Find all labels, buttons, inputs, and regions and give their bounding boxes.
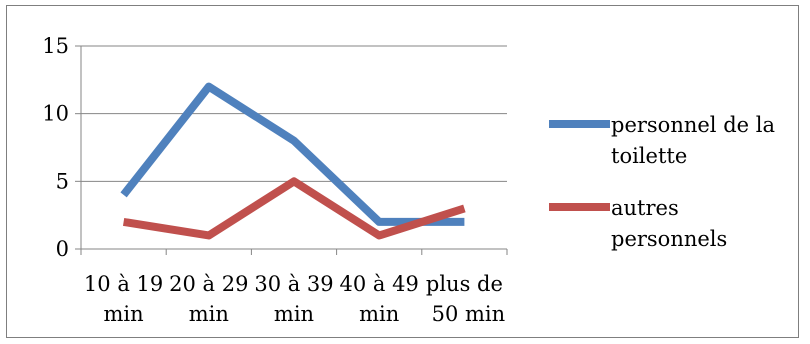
- series-line-2: [122, 177, 466, 240]
- y-tick-labels: 0 5 10 15: [42, 34, 69, 261]
- legend-label-2: autres personnels: [611, 196, 727, 251]
- x-tick-label: 40 à 49 min: [340, 272, 419, 326]
- x-tick-label: 10 à 19 min: [84, 272, 163, 326]
- y-tick-label: 5: [56, 169, 69, 193]
- series-line-1: [120, 82, 465, 226]
- legend-label-1: personnel de la toilette: [611, 113, 775, 168]
- axes: [75, 45, 508, 255]
- series-lines: [120, 82, 466, 240]
- y-tick-label: 15: [42, 34, 69, 58]
- y-tick-label: 10: [42, 102, 69, 126]
- gridlines: [81, 45, 507, 182]
- x-tick-label: 30 à 39 min: [254, 272, 333, 326]
- x-tick-label: 20 à 29 min: [169, 272, 248, 326]
- y-tick-label: 0: [56, 237, 69, 261]
- legend: personnel de la toilette autres personnels: [549, 113, 775, 251]
- x-tick-label: plus de 50 min: [426, 272, 505, 326]
